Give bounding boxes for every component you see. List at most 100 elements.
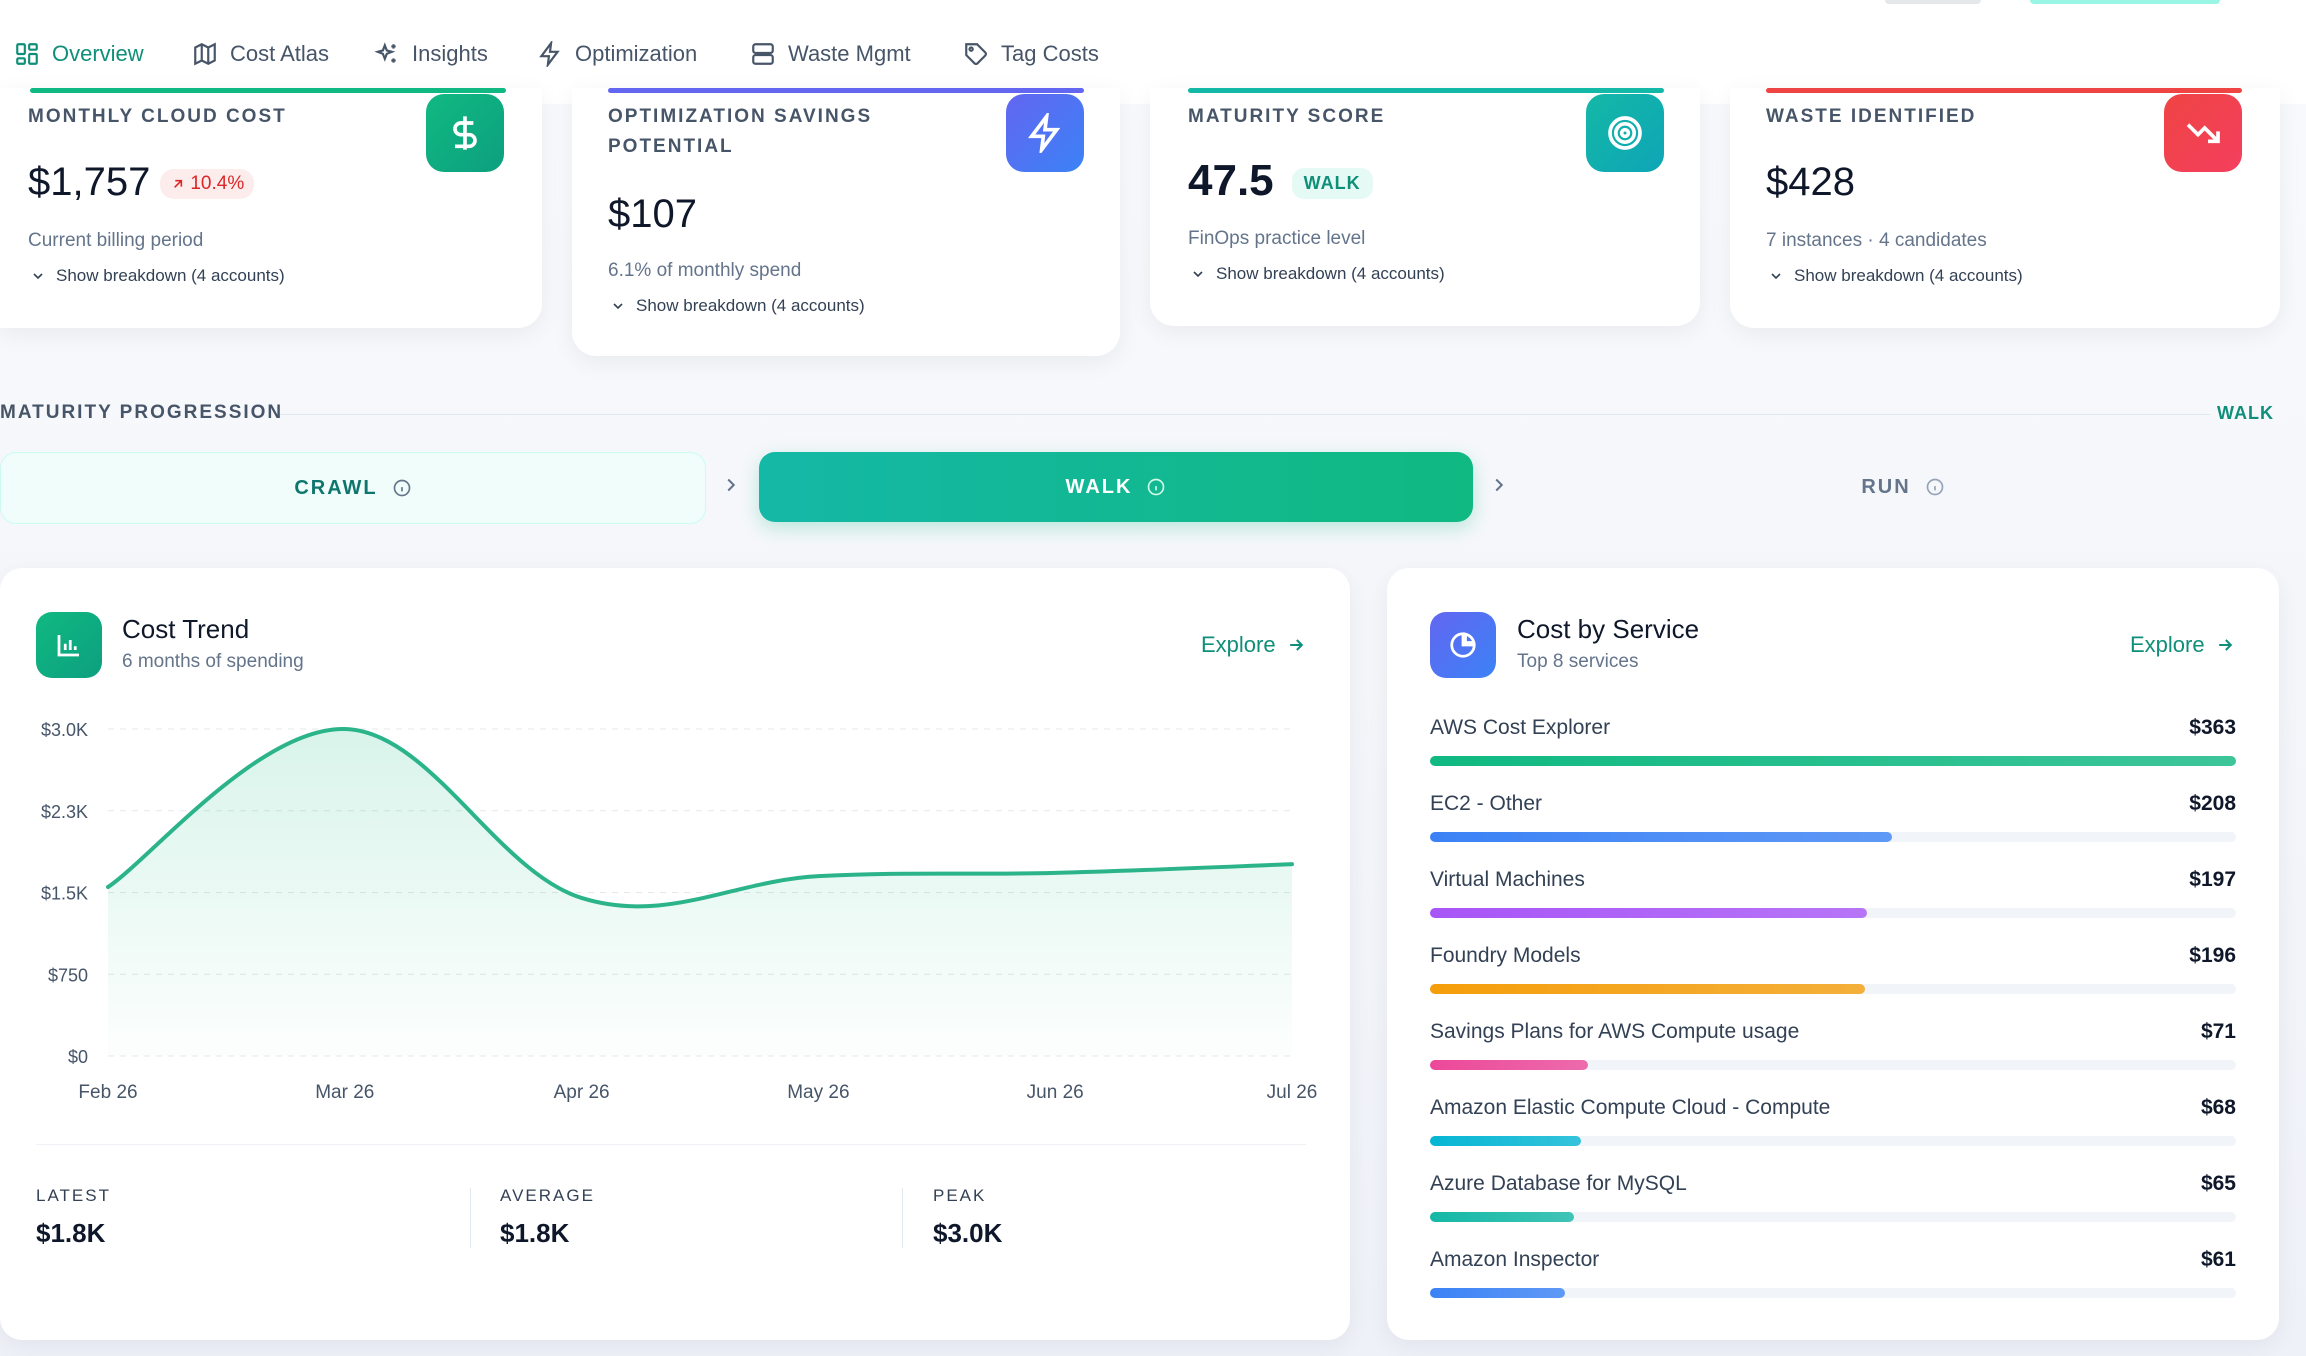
y-tick-label: $2.3K [41, 802, 88, 822]
tab-label: Optimization [575, 41, 698, 66]
card-label-line: POTENTIAL [608, 136, 734, 157]
chevron-right-icon [1495, 478, 1504, 492]
tab-optimization[interactable]: Optimization [537, 34, 697, 74]
panel-title: Cost by Service [1517, 614, 1700, 644]
grid-icon [16, 43, 38, 65]
breakdown-label: Show breakdown (4 accounts) [1794, 266, 2023, 285]
explore-label: Explore [2130, 632, 2205, 657]
tab-cost-atlas[interactable]: Cost Atlas [192, 34, 329, 74]
bolt-icon [539, 41, 560, 67]
tab-tag-costs[interactable]: Tag Costs [963, 34, 1099, 74]
divider [470, 1188, 471, 1248]
show-breakdown-toggle[interactable]: Show breakdown (4 accounts) [610, 296, 865, 316]
stat-latest-value: $1.8K [36, 1218, 106, 1248]
card-label: OPTIMIZATION SAVINGS POTENTIAL [608, 102, 872, 162]
service-bar [1430, 1060, 1588, 1070]
service-name: AWS Cost Explorer [1430, 716, 1611, 739]
tab-waste-mgmt[interactable]: Waste Mgmt [750, 34, 911, 74]
card-accent-bar [1766, 88, 2242, 93]
info-icon[interactable] [1925, 477, 1945, 497]
tab-overview[interactable]: Overview [14, 34, 144, 74]
header-placeholder [1885, 0, 1981, 4]
stat-latest-label: LATEST [36, 1186, 111, 1205]
service-bar-track [1430, 1288, 2236, 1298]
stat-average-label: AVERAGE [500, 1186, 595, 1205]
divider [36, 1144, 1306, 1145]
chevron-down-icon [613, 303, 623, 310]
pie-chart-icon [1450, 632, 1476, 658]
tab-label: Cost Atlas [230, 41, 330, 66]
tag-icon [965, 43, 987, 65]
stage-label: WALK [1065, 475, 1133, 498]
card-value: $1,757 10.4% [28, 160, 255, 205]
card-label: MATURITY SCORE [1188, 106, 1386, 127]
service-bar [1430, 832, 1892, 842]
explore-cost-trend-link[interactable]: Explore [1201, 632, 1306, 658]
explore-cost-by-service-link[interactable]: Explore [2130, 632, 2235, 658]
monthly-cost-value: $1,757 [28, 160, 151, 204]
panel-icon [36, 612, 102, 678]
service-name: EC2 - Other [1430, 792, 1543, 815]
delta-badge: 10.4% [160, 169, 255, 200]
stage-crawl[interactable]: CRAWL [0, 452, 706, 524]
cost-by-service-panel [1387, 568, 2279, 1340]
chevron-down-icon [1193, 271, 1203, 278]
service-bar-track [1430, 832, 2236, 842]
service-name: Amazon Elastic Compute Cloud - Compute [1430, 1096, 1831, 1119]
cost-trend-chart: $0 $750 $1.5K $2.3K $3.0K Feb 26 Mar 26 Apr 26… [41, 720, 1317, 1103]
card-icon [1586, 94, 1664, 172]
service-bar [1430, 908, 1867, 918]
tab-label: Tag Costs [1001, 41, 1099, 66]
service-value: $363 [2189, 716, 2236, 739]
service-value: $71 [2200, 1020, 2236, 1043]
x-tick-label: May 26 [787, 1082, 849, 1103]
tab-label: Overview [52, 41, 144, 66]
maturity-level-badge: WALK [1291, 167, 1373, 199]
tab-insights[interactable]: Insights [374, 34, 488, 74]
service-bar [1430, 756, 2236, 766]
panel-subtitle: Top 8 services [1517, 651, 1639, 672]
info-icon[interactable] [1146, 477, 1166, 497]
arrow-right-icon [2218, 639, 2232, 651]
server-icon [752, 43, 774, 65]
tab-label: Insights [412, 41, 488, 66]
stage-run[interactable]: RUN [1527, 452, 2279, 522]
y-axis: $0 $750 $1.5K $2.3K $3.0K [41, 720, 88, 1067]
explore-label: Explore [1201, 632, 1276, 657]
show-breakdown-toggle[interactable]: Show breakdown (4 accounts) [30, 266, 285, 286]
x-tick-label: Apr 26 [554, 1082, 610, 1103]
x-tick-label: Jun 26 [1027, 1082, 1084, 1103]
service-bar [1430, 984, 1865, 994]
maturity-progression-label: MATURITY PROGRESSION [0, 402, 284, 423]
service-bar-track [1430, 756, 2236, 766]
service-name: Savings Plans for AWS Compute usage [1430, 1020, 1800, 1043]
breakdown-label: Show breakdown (4 accounts) [56, 266, 285, 285]
y-tick-label: $0 [68, 1047, 88, 1067]
show-breakdown-toggle[interactable]: Show breakdown (4 accounts) [1190, 264, 1445, 284]
monthly-cost-card: MONTHLY CLOUD COST $1,757 10.4% Current b… [0, 88, 542, 328]
service-name: Azure Database for MySQL [1430, 1172, 1687, 1195]
info-icon[interactable] [392, 478, 412, 498]
service-value: $196 [2189, 944, 2236, 967]
service-bar [1430, 1212, 1574, 1222]
card-accent-bar [30, 88, 506, 93]
service-bar-track [1430, 1212, 2236, 1222]
service-name: Amazon Inspector [1430, 1248, 1600, 1271]
y-tick-label: $3.0K [41, 720, 88, 740]
card-accent-bar [1188, 88, 1664, 93]
x-tick-label: Mar 26 [315, 1082, 374, 1103]
card-subtitle: FinOps practice level [1188, 228, 1366, 249]
show-breakdown-toggle[interactable]: Show breakdown (4 accounts) [1768, 266, 2023, 286]
divider [902, 1188, 903, 1248]
service-bar [1430, 1136, 1581, 1146]
service-value: $197 [2189, 868, 2236, 891]
chevron-right-icon [727, 478, 736, 492]
service-bar-track [1430, 1136, 2236, 1146]
stage-walk[interactable]: WALK [759, 452, 1473, 522]
service-bar-track [1430, 984, 2236, 994]
map-icon [194, 42, 216, 66]
tab-label: Waste Mgmt [788, 41, 911, 66]
stat-average-value: $1.8K [500, 1218, 570, 1248]
bolt-icon [1028, 113, 1061, 153]
card-subtitle: Current billing period [28, 230, 204, 251]
